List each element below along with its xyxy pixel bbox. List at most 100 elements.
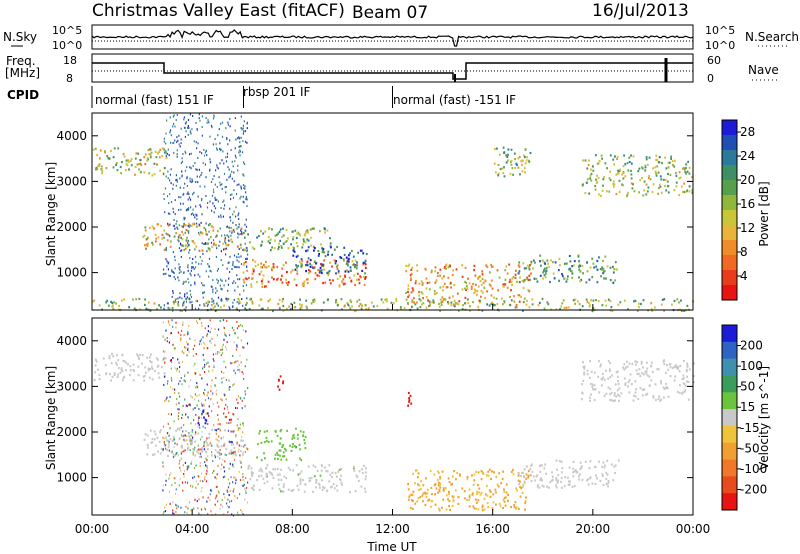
echo-cell: [148, 226, 151, 229]
noise-cell: [236, 424, 238, 427]
echo-cell: [411, 299, 414, 302]
noise-cell: [241, 511, 243, 513]
echo-cell: [306, 278, 308, 281]
noise-cell: [197, 444, 199, 447]
noise-cell: [192, 180, 194, 183]
echo-cell: [461, 487, 464, 490]
echo-cell: [522, 309, 524, 312]
noise-cell: [190, 379, 192, 381]
echo-cell: [246, 302, 248, 305]
echo-cell: [653, 306, 656, 309]
noise-cell: [227, 511, 229, 514]
echo-cell: [640, 362, 643, 365]
echo-cell: [652, 396, 655, 399]
echo-cell: [519, 276, 521, 279]
echo-cell: [108, 157, 111, 160]
echo-cell: [664, 185, 666, 188]
echo-cell: [302, 431, 305, 434]
echo-cell: [684, 384, 687, 387]
echo-cell: [242, 479, 245, 482]
echo-cell: [609, 170, 611, 173]
noise-cell: [203, 154, 206, 157]
noise-cell: [185, 413, 187, 416]
echo-cell: [587, 483, 590, 486]
noise-cell: [178, 370, 180, 373]
noise-cell: [242, 422, 244, 425]
echo-cell: [436, 271, 439, 275]
noise-cell: [220, 214, 222, 217]
echo-cell: [262, 232, 265, 235]
echo-cell: [141, 362, 143, 365]
echo-cell: [645, 361, 648, 364]
echo-cell: [428, 300, 431, 303]
echo-cell: [630, 169, 632, 172]
echo-cell: [640, 360, 643, 363]
freq-label: Freq.: [6, 54, 36, 68]
echo-cell: [251, 302, 254, 305]
echo-cell: [231, 229, 233, 232]
noise-cell: [190, 131, 192, 134]
noise-cell: [171, 484, 173, 487]
velocity-colorbar-label: Velocity [m s^-1]: [757, 366, 771, 470]
noise-cell: [194, 372, 196, 375]
echo-cell: [329, 473, 332, 476]
noise-cell: [218, 128, 220, 131]
echo-cell: [143, 438, 146, 441]
noise-cell: [245, 284, 247, 287]
noise-cell: [233, 254, 236, 257]
echo-cell: [130, 157, 133, 160]
echo-cell: [605, 477, 608, 480]
noise-cell: [233, 341, 235, 344]
echo-cell: [185, 228, 188, 232]
echo-cell: [618, 190, 621, 193]
echo-cell: [636, 361, 638, 364]
noise-cell: [223, 284, 225, 287]
echo-cell: [293, 436, 296, 439]
noise-cell: [199, 318, 201, 321]
noise-cell: [189, 249, 191, 252]
echo-cell: [364, 304, 367, 307]
echo-cell: [335, 484, 338, 487]
noise-cell: [203, 403, 205, 406]
noise-cell: [221, 159, 223, 162]
noise-cell: [238, 309, 240, 312]
echo-cell: [339, 478, 342, 481]
echo-cell: [589, 476, 592, 479]
echo-cell: [113, 373, 116, 376]
echo-cell: [603, 176, 605, 179]
echo-cell: [219, 453, 221, 456]
noise-cell: [226, 341, 228, 344]
echo-cell: [574, 298, 577, 301]
echo-cell: [115, 162, 118, 165]
echo-cell: [532, 267, 534, 270]
echo-cell: [503, 496, 506, 499]
echo-cell: [137, 357, 140, 361]
noise-cell: [192, 115, 194, 117]
noise-cell: [164, 361, 166, 364]
echo-cell: [580, 465, 583, 468]
echo-cell: [328, 464, 331, 467]
noise-cell: [235, 479, 237, 482]
echo-cell: [675, 364, 677, 367]
noise-cell: [245, 198, 248, 201]
echo-cell: [268, 471, 271, 474]
echo-cell: [224, 453, 226, 456]
noise-cell: [162, 268, 165, 271]
noise-cell: [192, 476, 194, 479]
echo-cell: [601, 378, 603, 381]
noise-cell: [222, 458, 224, 461]
noise-cell: [205, 457, 207, 460]
echo-cell: [523, 480, 526, 483]
noise-cell: [232, 196, 235, 199]
echo-cell: [429, 303, 431, 306]
echo-cell: [580, 466, 583, 469]
echo-cell: [434, 270, 437, 273]
noise-cell: [217, 281, 219, 284]
noise-cell: [204, 371, 206, 373]
echo-cell: [656, 165, 659, 168]
echo-cell: [502, 470, 504, 473]
echo-cell: [588, 305, 591, 308]
noise-cell: [239, 278, 241, 281]
echo-cell: [285, 228, 288, 231]
noise-cell: [206, 206, 209, 209]
